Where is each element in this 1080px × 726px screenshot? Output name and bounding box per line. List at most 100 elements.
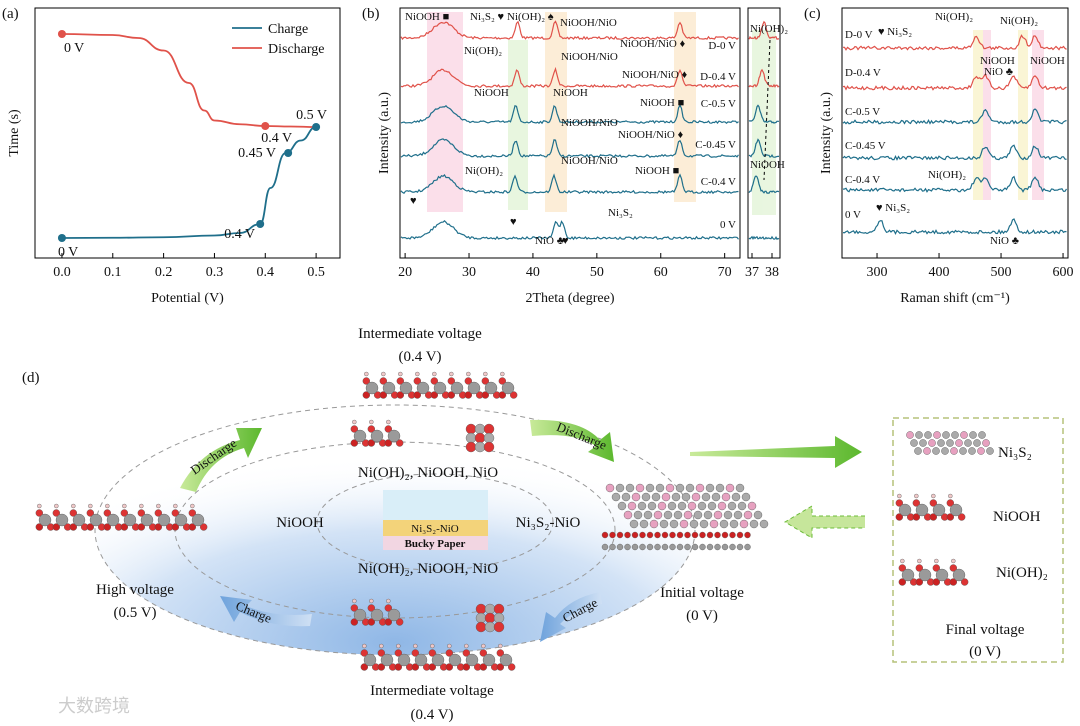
atom bbox=[684, 543, 691, 551]
atom bbox=[946, 513, 955, 521]
atom bbox=[154, 523, 163, 531]
peak-label: NiOOH bbox=[553, 87, 588, 99]
atom bbox=[659, 519, 669, 529]
atom bbox=[955, 439, 963, 447]
atom bbox=[430, 643, 435, 649]
atom bbox=[103, 523, 112, 531]
atom bbox=[627, 501, 637, 511]
peak-label: Ni(OH)₂ bbox=[465, 165, 503, 177]
atom bbox=[493, 621, 505, 633]
spectrum bbox=[400, 219, 739, 241]
atom bbox=[496, 649, 505, 657]
atom bbox=[462, 663, 471, 671]
atom bbox=[937, 439, 945, 447]
atom bbox=[483, 432, 495, 444]
atom bbox=[928, 439, 936, 447]
atom bbox=[484, 621, 496, 633]
atom bbox=[699, 543, 706, 551]
atom bbox=[910, 439, 918, 447]
atom bbox=[717, 501, 727, 511]
inset-spectrum bbox=[748, 235, 780, 241]
atom bbox=[387, 608, 401, 622]
atom bbox=[951, 431, 959, 439]
atom bbox=[52, 523, 61, 531]
atom bbox=[625, 483, 635, 493]
atom bbox=[137, 523, 146, 531]
atom bbox=[707, 501, 717, 511]
atom bbox=[88, 503, 93, 509]
atom bbox=[120, 509, 129, 517]
atom bbox=[190, 503, 195, 509]
atom bbox=[914, 447, 922, 455]
atom bbox=[433, 381, 447, 395]
x-tick-label: 500 bbox=[991, 265, 1012, 280]
atom bbox=[647, 501, 657, 511]
atom bbox=[693, 510, 703, 520]
atom bbox=[691, 531, 699, 539]
atom bbox=[615, 483, 625, 493]
panel-label: (a) bbox=[2, 6, 19, 22]
atom bbox=[474, 423, 486, 435]
atom bbox=[384, 604, 393, 612]
peak-label: ♥ Ni₃S₂ bbox=[876, 202, 910, 214]
x-tick-label: 0.3 bbox=[206, 265, 224, 280]
state-voltage: (0 V) bbox=[686, 608, 718, 624]
atom bbox=[900, 558, 905, 564]
atom bbox=[416, 381, 430, 395]
state-voltage: (0.4 V) bbox=[398, 349, 441, 365]
atom bbox=[633, 510, 643, 520]
phases: Ni(OH)₂, NiOOH, NiO bbox=[358, 465, 498, 481]
atom bbox=[89, 513, 103, 527]
atom bbox=[701, 492, 711, 502]
atom bbox=[616, 543, 624, 551]
atom bbox=[898, 564, 907, 572]
atom bbox=[684, 531, 691, 539]
state-voltage: (0 V) bbox=[969, 644, 1001, 660]
atom-structures bbox=[35, 371, 994, 671]
atom bbox=[413, 377, 422, 385]
atom bbox=[685, 483, 695, 493]
atom bbox=[749, 519, 759, 529]
atom bbox=[465, 423, 477, 435]
peak-label: Ni(OH)₂ bbox=[1000, 15, 1038, 27]
atom bbox=[744, 531, 751, 539]
atom bbox=[676, 543, 684, 551]
atom bbox=[387, 429, 401, 443]
spectrum bbox=[400, 66, 739, 89]
atom bbox=[188, 523, 197, 531]
peak-label: NiOOH ■ bbox=[635, 165, 679, 177]
atom bbox=[661, 531, 669, 539]
atom bbox=[671, 492, 681, 502]
atom bbox=[382, 381, 396, 395]
atom bbox=[86, 523, 95, 531]
atom bbox=[474, 441, 486, 453]
panel-label: (b) bbox=[362, 6, 380, 22]
point-label: 0.5 V bbox=[296, 108, 327, 123]
atom bbox=[367, 618, 376, 626]
atom bbox=[483, 371, 488, 377]
atom bbox=[918, 568, 932, 582]
atom bbox=[609, 543, 616, 551]
atom bbox=[906, 431, 914, 439]
atom bbox=[957, 513, 966, 521]
atom bbox=[398, 371, 403, 377]
trace-label: D-0.4 V bbox=[845, 67, 881, 79]
watermark: 大数跨境 bbox=[58, 696, 130, 717]
atom bbox=[396, 643, 401, 649]
peak-label: NiOOH/NiO bbox=[561, 155, 618, 167]
atom bbox=[55, 513, 69, 527]
atom bbox=[933, 431, 941, 439]
phase: Ni(OH)₂ bbox=[996, 565, 1048, 581]
atom bbox=[465, 432, 477, 444]
atom bbox=[709, 519, 719, 529]
atom bbox=[481, 377, 490, 385]
atom bbox=[370, 429, 384, 443]
spectrum bbox=[842, 144, 1067, 161]
atom bbox=[447, 643, 452, 649]
x-tick-label: 0.5 bbox=[307, 265, 325, 280]
inset-spectrum bbox=[748, 68, 780, 88]
atom bbox=[199, 523, 208, 531]
phases: Ni(OH)₂, NiOOH, NiO bbox=[358, 561, 498, 577]
atom bbox=[915, 503, 929, 517]
peak-label: NiO ♣ bbox=[535, 235, 564, 247]
